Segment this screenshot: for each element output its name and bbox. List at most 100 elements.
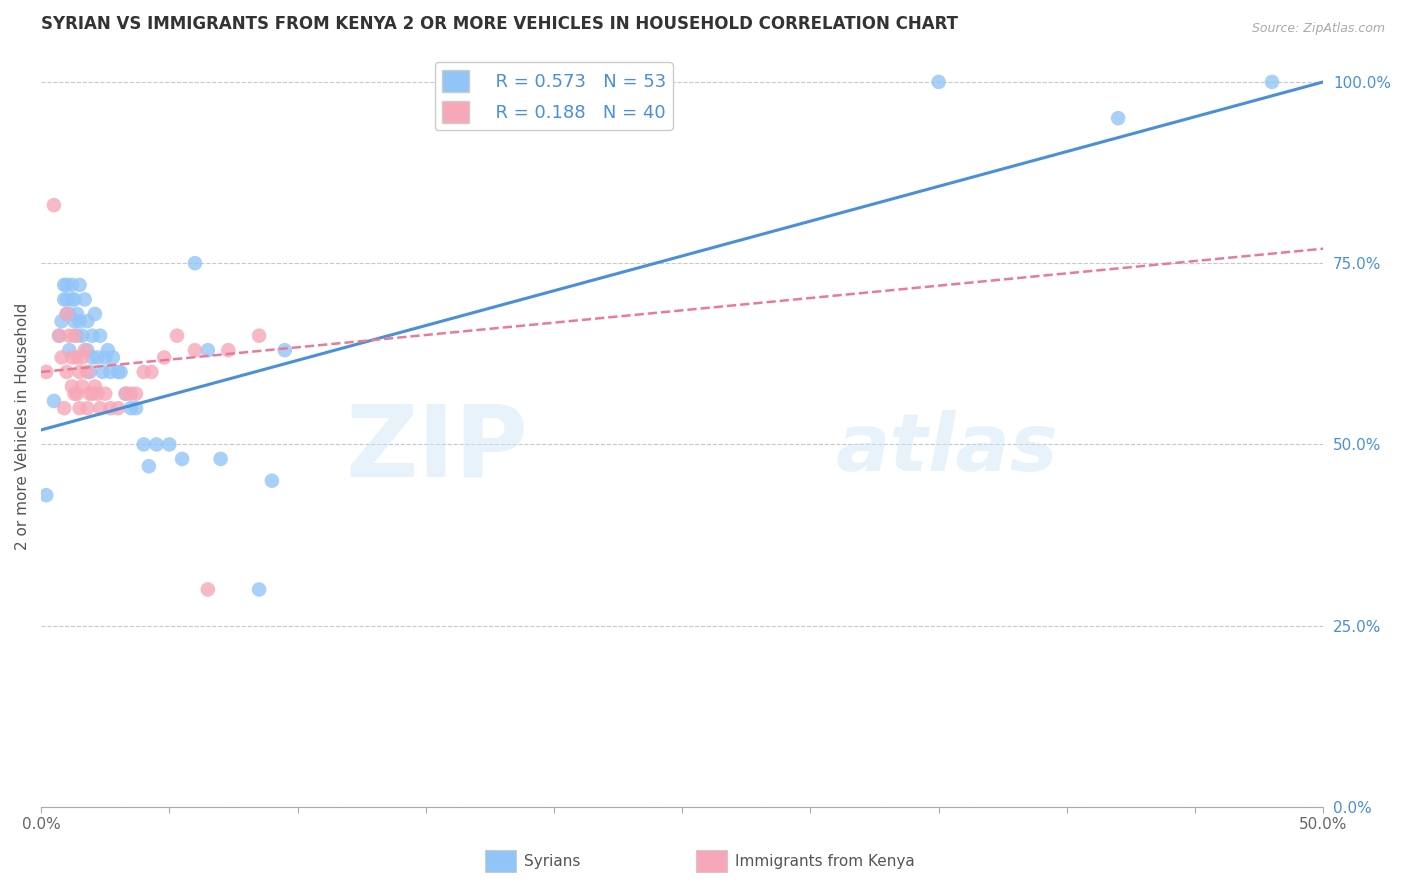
Point xyxy=(73,293,96,307)
Point xyxy=(60,293,83,307)
Point xyxy=(184,343,207,358)
Point xyxy=(172,452,194,467)
Point xyxy=(153,351,176,365)
Text: Syrians: Syrians xyxy=(524,855,581,869)
Point xyxy=(98,365,121,379)
Point xyxy=(42,198,65,212)
Point xyxy=(82,351,104,365)
Point xyxy=(66,307,89,321)
Point xyxy=(70,379,93,393)
Point xyxy=(114,386,136,401)
Point xyxy=(217,343,239,358)
Point xyxy=(82,328,104,343)
Point xyxy=(69,277,91,292)
Point xyxy=(94,386,117,401)
Point xyxy=(138,459,160,474)
Point xyxy=(84,379,107,393)
Point xyxy=(58,343,80,358)
Point xyxy=(89,328,111,343)
Point xyxy=(35,365,58,379)
Point xyxy=(125,401,148,416)
Point xyxy=(157,437,180,451)
Point xyxy=(209,452,232,467)
Point xyxy=(53,401,76,416)
Point xyxy=(55,293,77,307)
Point xyxy=(60,351,83,365)
Point xyxy=(125,386,148,401)
Point xyxy=(63,293,86,307)
Text: Immigrants from Kenya: Immigrants from Kenya xyxy=(735,855,915,869)
Point xyxy=(247,328,270,343)
Point xyxy=(86,386,108,401)
Text: ZIP: ZIP xyxy=(346,401,529,498)
Y-axis label: 2 or more Vehicles in Household: 2 or more Vehicles in Household xyxy=(15,302,30,550)
FancyBboxPatch shape xyxy=(485,850,516,872)
Point xyxy=(1107,111,1129,125)
Point xyxy=(66,351,89,365)
Point xyxy=(197,582,219,597)
Point xyxy=(55,307,77,321)
Point xyxy=(73,343,96,358)
Point xyxy=(66,328,89,343)
Point xyxy=(110,365,132,379)
Text: Source: ZipAtlas.com: Source: ZipAtlas.com xyxy=(1251,22,1385,36)
Point xyxy=(184,256,207,270)
Point xyxy=(98,401,121,416)
Point xyxy=(79,365,101,379)
Point xyxy=(76,314,98,328)
Point xyxy=(76,365,98,379)
Point xyxy=(247,582,270,597)
Point xyxy=(120,386,142,401)
Point xyxy=(89,401,111,416)
Point xyxy=(197,343,219,358)
Point xyxy=(101,351,124,365)
Point xyxy=(63,328,86,343)
Point xyxy=(63,386,86,401)
Point xyxy=(141,365,163,379)
Point xyxy=(58,328,80,343)
Point xyxy=(63,314,86,328)
Point xyxy=(97,343,120,358)
Point xyxy=(55,307,77,321)
Text: atlas: atlas xyxy=(837,410,1059,488)
Point xyxy=(48,328,70,343)
FancyBboxPatch shape xyxy=(696,850,727,872)
Point xyxy=(86,351,108,365)
Point xyxy=(60,277,83,292)
Point xyxy=(66,386,89,401)
Point xyxy=(84,307,107,321)
Point xyxy=(132,437,155,451)
Point xyxy=(260,474,283,488)
Point xyxy=(70,351,93,365)
Point xyxy=(70,328,93,343)
Point xyxy=(51,314,73,328)
Point xyxy=(42,393,65,408)
Legend:   R = 0.573   N = 53,   R = 0.188   N = 40: R = 0.573 N = 53, R = 0.188 N = 40 xyxy=(434,62,673,130)
Point xyxy=(48,328,70,343)
Point xyxy=(58,307,80,321)
Point xyxy=(132,365,155,379)
Point xyxy=(69,314,91,328)
Point xyxy=(76,343,98,358)
Point xyxy=(928,75,950,89)
Point xyxy=(69,365,91,379)
Text: SYRIAN VS IMMIGRANTS FROM KENYA 2 OR MORE VEHICLES IN HOUSEHOLD CORRELATION CHAR: SYRIAN VS IMMIGRANTS FROM KENYA 2 OR MOR… xyxy=(41,15,957,33)
Point xyxy=(55,365,77,379)
Point xyxy=(76,401,98,416)
Point xyxy=(69,401,91,416)
Point xyxy=(114,386,136,401)
Point xyxy=(145,437,167,451)
Point xyxy=(60,379,83,393)
Point xyxy=(274,343,297,358)
Point xyxy=(107,401,129,416)
Point xyxy=(55,277,77,292)
Point xyxy=(120,401,142,416)
Point xyxy=(82,386,104,401)
Point xyxy=(91,365,114,379)
Point xyxy=(35,488,58,502)
Point xyxy=(166,328,188,343)
Point xyxy=(51,351,73,365)
Point xyxy=(53,277,76,292)
Point xyxy=(107,365,129,379)
Point xyxy=(1261,75,1284,89)
